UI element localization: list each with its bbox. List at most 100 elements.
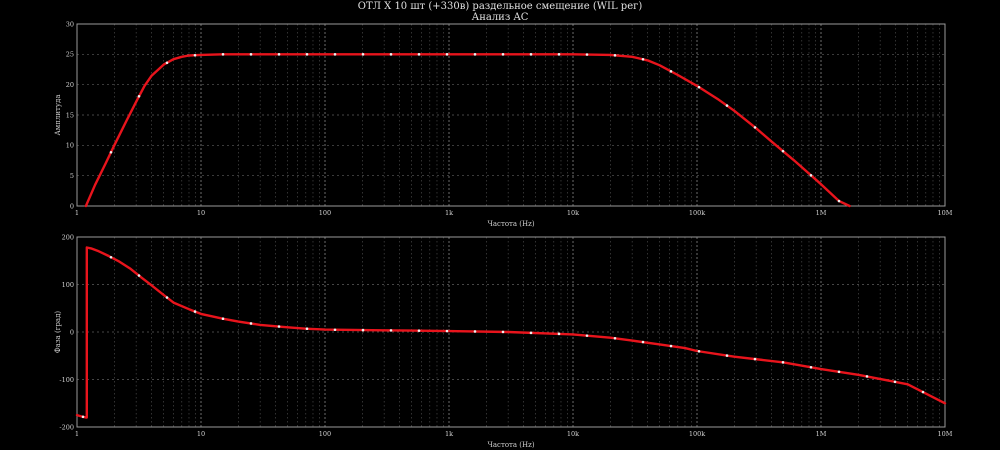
phase-xtick-label: 10: [197, 430, 205, 438]
phase-trace-line[interactable]: [75, 246, 947, 419]
amplitude-data-marker: [249, 53, 253, 56]
amplitude-xtick-label: 1k: [445, 209, 453, 217]
phase-data-marker: [361, 328, 365, 332]
amplitude-trace-markers: [109, 53, 841, 203]
phase-trace-markers: [81, 255, 925, 419]
phase-data-marker: [333, 328, 337, 332]
amplitude-plot[interactable]: 1 10 100 1k 10k 100k 1M 10M 0 5 10 15 20 25 30 Частота …: [54, 20, 953, 228]
phase-xtick-label: 10k: [567, 430, 579, 438]
amplitude-data-marker: [501, 53, 505, 56]
amplitude-axes-frame: [76, 23, 946, 207]
amplitude-xtick-label: 1: [75, 209, 79, 217]
amplitude-data-marker: [781, 149, 785, 153]
amplitude-data-marker: [557, 53, 561, 56]
phase-data-marker: [417, 329, 421, 332]
amplitude-data-marker: [221, 53, 225, 56]
phase-data-marker: [837, 370, 841, 374]
phase-data-marker: [641, 340, 645, 344]
phase-data-marker: [305, 327, 309, 331]
chart-title: ОТЛ X 10 шт (+330в) раздельное смещение …: [357, 1, 643, 12]
amplitude-ytick-label: 30: [66, 20, 74, 28]
amplitude-data-marker: [417, 53, 421, 56]
phase-ytick-label: 100: [62, 281, 74, 289]
amplitude-ytick-label: 5: [70, 172, 74, 180]
amplitude-ylabel: Амплитуда: [54, 95, 62, 136]
amplitude-data-marker: [305, 53, 309, 56]
phase-data-marker: [585, 334, 589, 337]
amplitude-data-marker: [613, 54, 617, 57]
analysis-subtitle: Анализ AC: [471, 12, 529, 23]
amplitude-data-marker: [837, 199, 841, 203]
phase-data-marker: [557, 332, 561, 336]
phase-ytick-label: -200: [59, 423, 74, 431]
phase-data-marker: [669, 344, 673, 348]
amplitude-ytick-label: 0: [70, 202, 74, 210]
phase-xtick-label: 10M: [938, 430, 953, 438]
phase-data-marker: [389, 329, 393, 332]
amplitude-data-marker: [809, 174, 813, 177]
amplitude-data-marker: [697, 85, 701, 89]
phase-data-marker: [501, 330, 505, 334]
amplitude-ytick-label: 20: [66, 81, 74, 89]
amplitude-ytick-label: 25: [66, 51, 74, 59]
phase-data-marker: [613, 337, 617, 340]
amplitude-data-marker: [333, 53, 337, 56]
amplitude-data-marker: [473, 53, 477, 56]
phase-data-marker: [697, 350, 701, 353]
phase-ytick-label: -100: [59, 376, 74, 384]
phase-xtick-label: 1k: [445, 430, 453, 438]
phase-ylabel: Фаза (град): [54, 311, 62, 354]
amplitude-data-marker: [641, 58, 645, 61]
amplitude-xtick-label: 100k: [689, 209, 705, 217]
amplitude-data-marker: [165, 61, 169, 65]
phase-data-marker: [865, 375, 869, 378]
amplitude-xtick-label: 10k: [567, 209, 579, 217]
phase-data-marker: [893, 380, 897, 384]
phase-xlabel: Частота (Hz): [487, 441, 534, 449]
phase-ytick-label: 0: [70, 328, 74, 336]
amplitude-xtick-label: 1M: [816, 209, 827, 217]
amplitude-data-marker: [361, 53, 365, 56]
phase-data-marker: [165, 296, 169, 299]
phase-xtick-label: 1: [75, 430, 79, 438]
amplitude-trace-line[interactable]: [84, 53, 851, 208]
amplitude-ytick-label: 10: [66, 142, 74, 150]
amplitude-data-marker: [109, 150, 113, 154]
phase-data-marker: [781, 361, 785, 364]
phase-data-marker: [725, 354, 729, 357]
amplitude-data-marker: [193, 53, 197, 57]
phase-data-marker: [529, 331, 533, 335]
phase-data-marker: [109, 255, 113, 259]
phase-data-marker: [753, 357, 757, 361]
amplitude-data-marker: [585, 53, 589, 56]
phase-data-marker: [809, 365, 813, 369]
amplitude-xtick-label: 10: [197, 209, 205, 217]
amplitude-data-marker: [529, 53, 533, 56]
amplitude-xlabel: Частота (Hz): [487, 220, 534, 228]
amplitude-data-marker: [389, 53, 393, 56]
phase-xtick-label: 100k: [689, 430, 705, 438]
amplitude-ytick-label: 15: [66, 111, 74, 119]
amplitude-data-marker: [445, 53, 449, 56]
phase-data-marker: [81, 415, 85, 419]
phase-xtick-label: 1M: [816, 430, 827, 438]
phase-data-marker: [921, 390, 925, 394]
phase-data-marker: [277, 325, 281, 328]
amplitude-xtick-label: 10M: [938, 209, 953, 217]
amplitude-data-marker: [669, 70, 673, 73]
phase-data-marker: [249, 322, 253, 325]
amplitude-data-marker: [277, 53, 281, 56]
phase-data-marker: [137, 274, 141, 277]
phase-data-marker: [445, 329, 449, 333]
amplitude-data-marker: [137, 94, 141, 98]
phase-xtick-label: 100: [319, 430, 331, 438]
amplitude-data-marker: [753, 126, 757, 129]
amplitude-data-marker: [725, 104, 729, 107]
phase-plot[interactable]: 1 10 100 1k 10k 100k 1M 10M 200 100 0 -100 -200 Часто…: [54, 233, 953, 449]
amplitude-xtick-label: 100: [319, 209, 331, 217]
phase-ytick-label: 200: [62, 233, 74, 241]
phase-data-marker: [193, 310, 197, 313]
phase-axes-frame: [76, 236, 946, 428]
phase-data-marker: [221, 317, 225, 321]
